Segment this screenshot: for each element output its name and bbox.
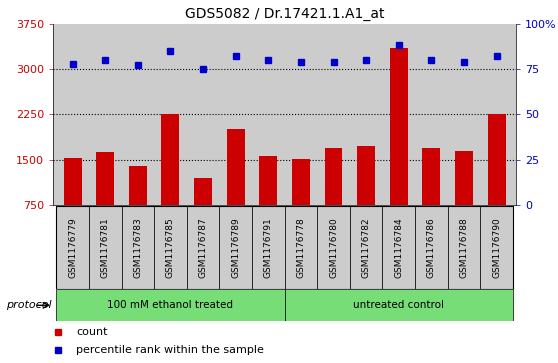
Text: untreated control: untreated control [353,300,444,310]
Text: GSM1176778: GSM1176778 [296,217,305,278]
Bar [129,166,147,205]
Bar [317,206,350,289]
Bar [390,48,408,205]
Bar [194,178,212,205]
Bar [325,148,343,205]
Text: GSM1176780: GSM1176780 [329,217,338,278]
Bar [96,152,114,205]
Bar [415,206,448,289]
Text: GSM1176787: GSM1176787 [199,217,208,278]
Bar [219,206,252,289]
Title: GDS5082 / Dr.17421.1.A1_at: GDS5082 / Dr.17421.1.A1_at [185,7,384,21]
Text: GSM1176782: GSM1176782 [362,217,371,278]
Text: percentile rank within the sample: percentile rank within the sample [76,345,264,355]
Bar [350,206,382,289]
Bar [227,130,244,205]
Text: GSM1176790: GSM1176790 [492,217,501,278]
Text: count: count [76,327,108,337]
Bar [161,114,179,205]
Bar [382,206,415,289]
Bar [285,289,513,321]
Bar [455,151,473,205]
Text: GSM1176791: GSM1176791 [264,217,273,278]
Bar [56,289,285,321]
Bar [56,206,89,289]
Text: 100 mM ethanol treated: 100 mM ethanol treated [108,300,233,310]
Bar [480,206,513,289]
Text: GSM1176783: GSM1176783 [133,217,142,278]
Text: GSM1176785: GSM1176785 [166,217,175,278]
Text: GSM1176779: GSM1176779 [68,217,77,278]
Bar [292,159,310,205]
Bar [488,114,506,205]
Bar [285,206,317,289]
Text: GSM1176789: GSM1176789 [231,217,240,278]
Bar [187,206,219,289]
Bar [357,146,375,205]
Bar [89,206,122,289]
Text: protocol: protocol [6,300,51,310]
Text: GSM1176788: GSM1176788 [459,217,469,278]
Bar [448,206,480,289]
Bar [422,148,440,205]
Bar [64,158,81,205]
Bar [154,206,187,289]
Text: GSM1176781: GSM1176781 [100,217,110,278]
Bar [122,206,154,289]
Bar [259,156,277,205]
Text: GSM1176786: GSM1176786 [427,217,436,278]
Text: GSM1176784: GSM1176784 [395,217,403,278]
Bar [252,206,285,289]
